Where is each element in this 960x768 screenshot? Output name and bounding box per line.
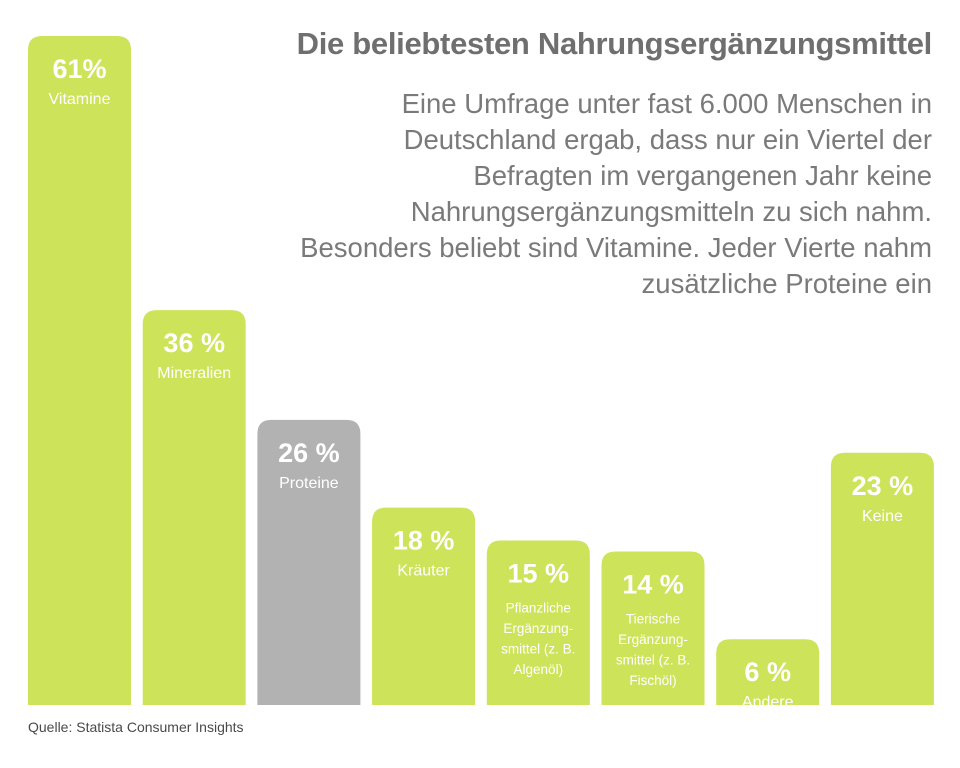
bar-8 [830,452,934,705]
category-label-line: smittel (z. B. [616,652,690,667]
chart-subtitle: Eine Umfrage unter fast 6.000 Menschen i… [300,88,932,299]
value-label-8: 23 % [852,471,914,501]
bar-7 [716,639,820,705]
category-label-line: smittel (z. B. [501,641,575,656]
category-label-8: Keine [862,508,903,525]
bar-3 [257,419,361,705]
value-label-7: 6 % [744,657,791,687]
category-label-5: Pflanzliche Ergänzung-smittel (z. B. Algen… [501,600,575,677]
category-label-line: Proteine [279,475,339,492]
category-label-line: Ergänzung- [618,632,688,647]
category-label-line: Mineralien [157,365,231,382]
bar-5 [486,540,590,705]
category-label-line: Pflanzliche [506,600,571,615]
category-label-line: Vitamine [49,91,111,108]
value-label-3: 26 % [278,438,340,468]
category-label-7: Andere [742,694,794,711]
chart-title: Die beliebtesten Nahrungsergänzungsmitte… [296,26,933,61]
category-label-line: Ergänzung- [503,621,573,636]
bar-2 [142,310,246,705]
category-label-line: Fischöl) [629,673,676,688]
value-label-1: 61% [52,54,106,84]
value-label-6: 14 % [622,569,684,599]
bar-4 [372,507,476,705]
category-label-3: Proteine [279,475,339,492]
value-label-4: 18 % [393,526,455,556]
value-label-2: 36 % [163,328,225,358]
value-label-5: 15 % [508,558,570,588]
category-label-line: Keine [862,508,903,525]
category-label-line: Andere [742,694,794,711]
category-label-2: Mineralien [157,365,231,382]
category-label-4: Kräuter [397,563,450,580]
category-label-line: Tierische [626,611,680,626]
category-label-6: Tierische Ergänzung-smittel (z. B. Fischöl… [616,611,690,688]
category-label-line: Kräuter [397,563,450,580]
bar-6 [601,551,705,705]
category-label-1: Vitamine [49,91,111,108]
category-label-line: Algenöl) [514,662,564,677]
bar-1 [28,36,131,705]
source-note: Quelle: Statista Consumer Insights [28,719,244,735]
